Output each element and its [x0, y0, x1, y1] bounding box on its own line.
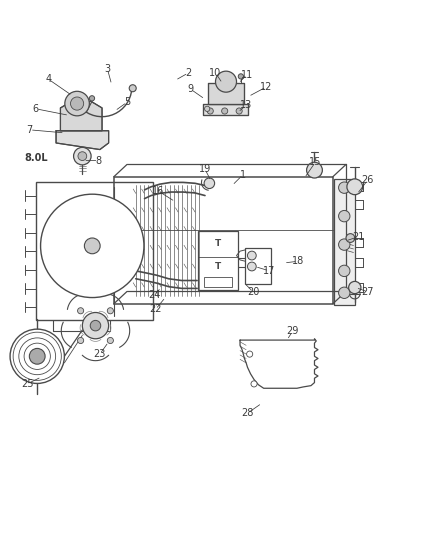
Text: 19: 19: [199, 164, 211, 174]
Bar: [334, 179, 355, 305]
Bar: [36, 182, 153, 320]
Polygon shape: [203, 104, 248, 115]
Text: 16: 16: [152, 186, 165, 196]
Text: 22: 22: [149, 304, 162, 314]
Circle shape: [129, 85, 136, 92]
Text: 24: 24: [148, 290, 160, 300]
Text: 6: 6: [33, 104, 39, 114]
Circle shape: [247, 262, 256, 271]
Circle shape: [107, 337, 113, 344]
Circle shape: [238, 74, 244, 79]
Circle shape: [85, 238, 100, 254]
Circle shape: [346, 233, 355, 243]
Text: 5: 5: [124, 97, 130, 107]
Circle shape: [78, 308, 84, 314]
Text: 20: 20: [247, 287, 259, 297]
Text: 28: 28: [241, 408, 254, 418]
Circle shape: [205, 106, 210, 111]
Circle shape: [347, 179, 363, 195]
Circle shape: [65, 91, 89, 116]
Bar: [114, 177, 333, 304]
Circle shape: [82, 312, 109, 339]
Polygon shape: [208, 84, 244, 104]
Text: 2: 2: [185, 68, 191, 78]
Text: T: T: [215, 239, 221, 248]
Text: 27: 27: [362, 287, 374, 297]
Polygon shape: [56, 131, 109, 150]
Bar: [204, 277, 232, 287]
Text: 7: 7: [27, 125, 33, 135]
Text: 8: 8: [95, 156, 102, 166]
Circle shape: [78, 152, 87, 160]
Circle shape: [339, 211, 350, 222]
Circle shape: [107, 308, 113, 314]
Circle shape: [339, 287, 350, 298]
Text: 25: 25: [21, 379, 33, 389]
Text: 11: 11: [241, 70, 253, 79]
Circle shape: [339, 265, 350, 277]
Text: 4: 4: [45, 74, 51, 84]
Polygon shape: [60, 101, 102, 131]
Circle shape: [215, 71, 237, 92]
Circle shape: [307, 162, 322, 178]
Text: 1: 1: [240, 169, 246, 180]
Text: 17: 17: [263, 266, 276, 276]
Text: 9: 9: [187, 84, 194, 94]
Circle shape: [349, 281, 361, 294]
Circle shape: [89, 96, 95, 101]
Text: 10: 10: [209, 68, 222, 78]
Text: 23: 23: [94, 349, 106, 359]
Text: 18: 18: [292, 256, 304, 266]
Circle shape: [339, 182, 350, 193]
Text: 13: 13: [240, 100, 252, 110]
Text: 21: 21: [352, 232, 364, 242]
Bar: [245, 248, 271, 284]
Circle shape: [339, 239, 350, 251]
Circle shape: [71, 97, 84, 110]
Circle shape: [29, 349, 45, 364]
Circle shape: [236, 108, 242, 114]
Circle shape: [247, 251, 256, 260]
Circle shape: [251, 381, 257, 387]
Text: 29: 29: [286, 326, 299, 336]
Text: 15: 15: [309, 157, 321, 167]
Circle shape: [247, 351, 253, 357]
Text: 3: 3: [104, 63, 110, 74]
Text: 8.0L: 8.0L: [24, 153, 48, 163]
Text: 12: 12: [260, 82, 272, 92]
Circle shape: [222, 108, 228, 114]
Circle shape: [204, 178, 215, 189]
Bar: [198, 231, 238, 290]
Circle shape: [74, 147, 91, 165]
Text: 26: 26: [362, 175, 374, 185]
Circle shape: [10, 329, 64, 383]
Circle shape: [207, 108, 213, 114]
Text: T: T: [215, 262, 221, 271]
Circle shape: [90, 320, 101, 331]
Circle shape: [41, 194, 144, 297]
Circle shape: [78, 337, 84, 344]
